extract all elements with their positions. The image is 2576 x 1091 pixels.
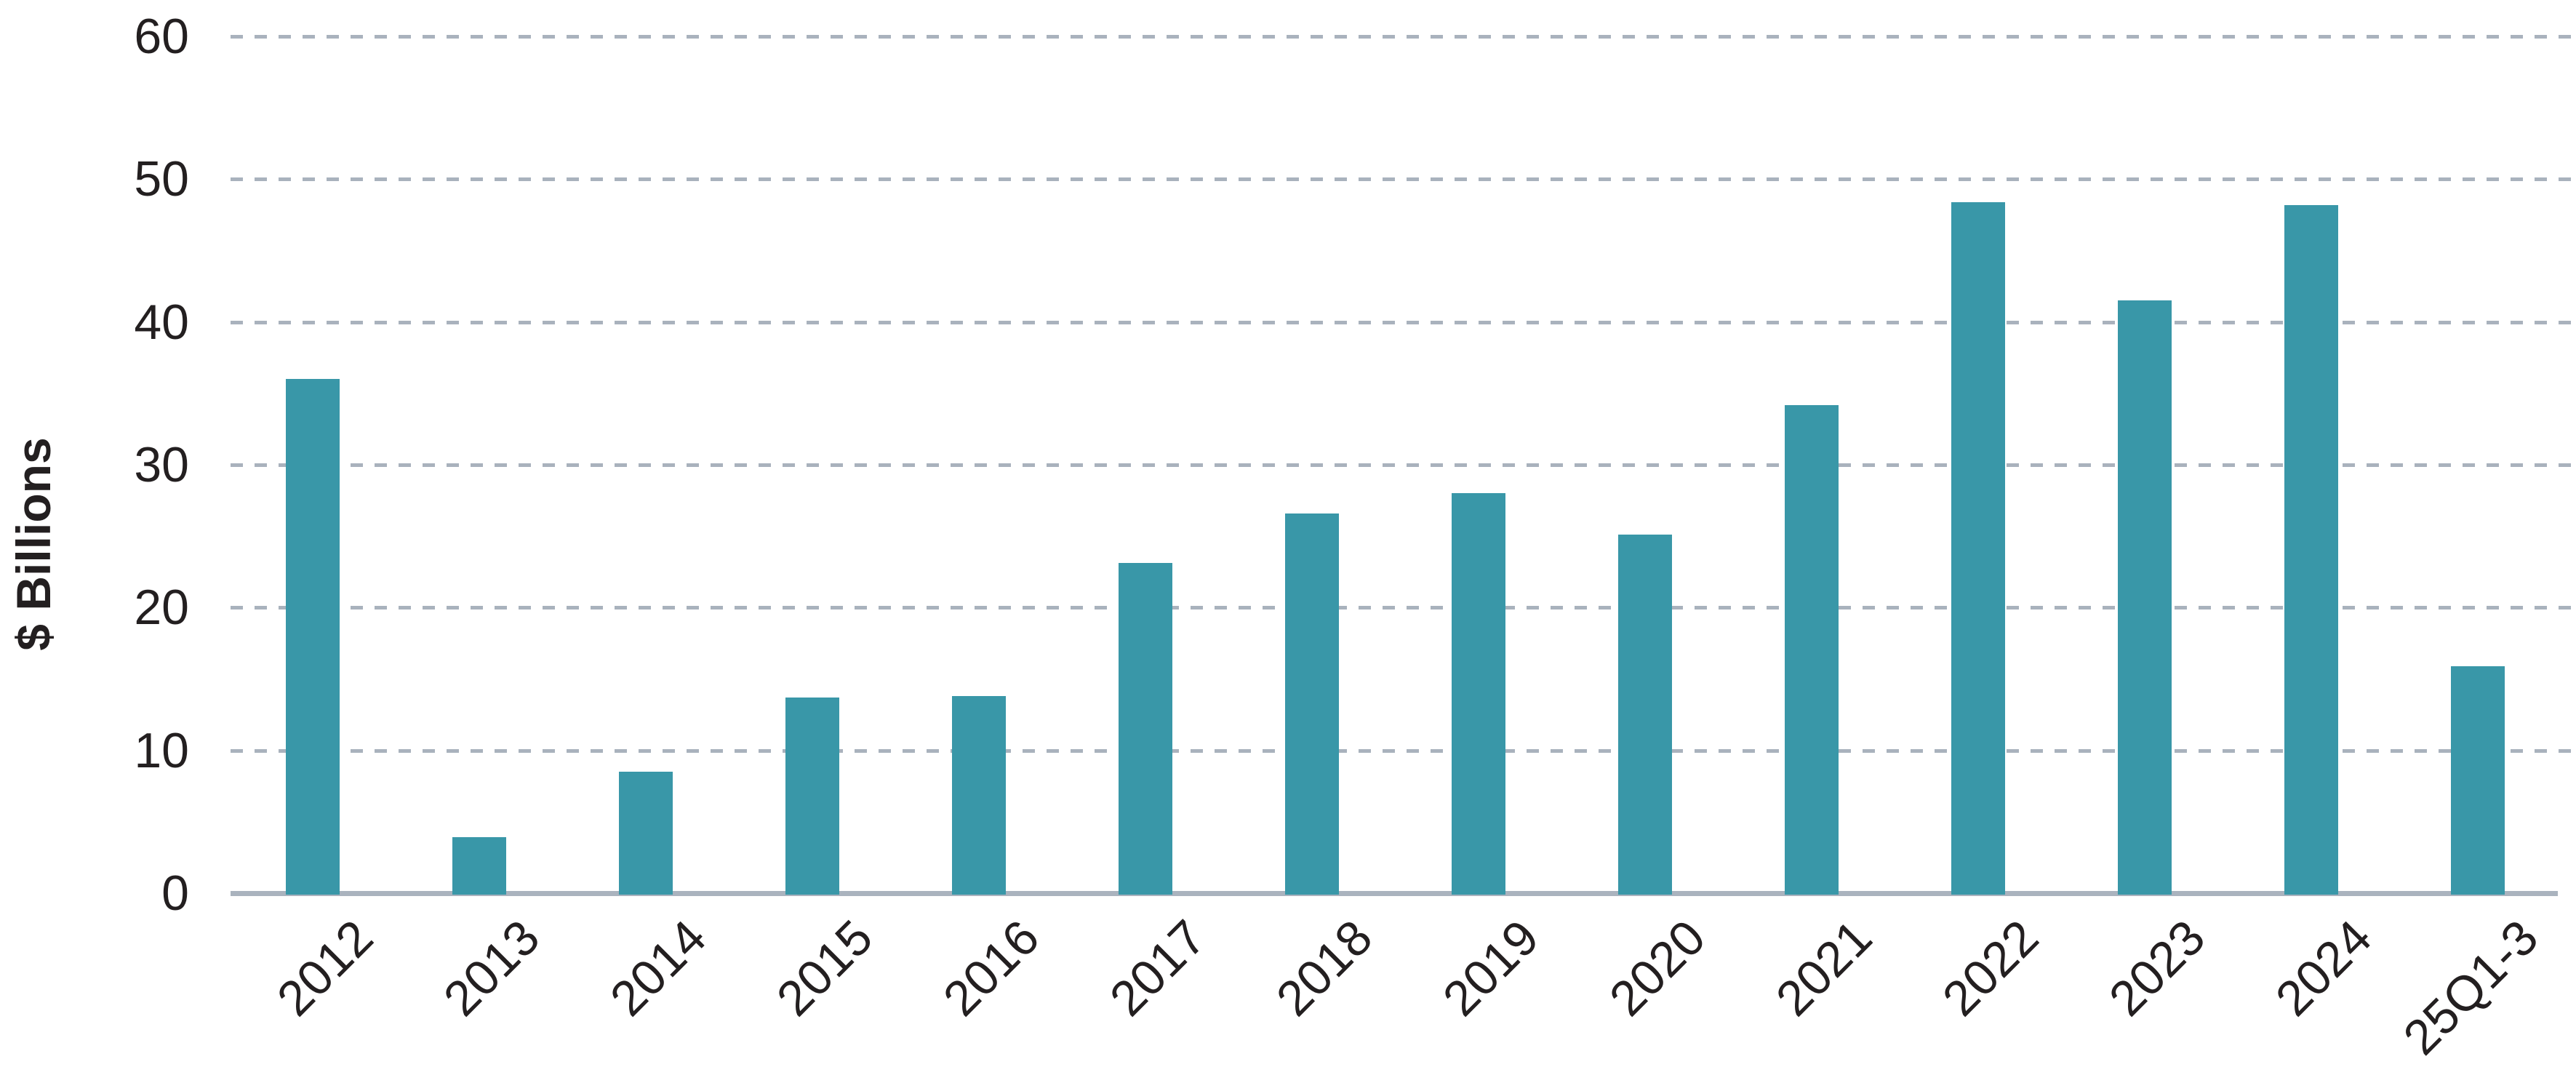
y-tick-label: 0 bbox=[161, 866, 189, 921]
bar-2013 bbox=[452, 837, 506, 895]
x-tick-label: 2012 bbox=[266, 909, 384, 1027]
bar-2012 bbox=[286, 379, 340, 895]
gridline bbox=[231, 748, 2576, 753]
gridline bbox=[231, 177, 2576, 182]
y-tick-label: 10 bbox=[134, 722, 189, 778]
bar-2020 bbox=[1618, 535, 1672, 895]
gridline bbox=[231, 35, 2576, 39]
gridline bbox=[231, 606, 2576, 610]
y-tick-label: 60 bbox=[134, 9, 189, 65]
bar-2017 bbox=[1119, 563, 1172, 895]
y-tick-label: 20 bbox=[134, 580, 189, 636]
x-axis-line bbox=[231, 891, 2558, 896]
bar-2015 bbox=[785, 698, 839, 895]
y-tick-label: 50 bbox=[134, 151, 189, 207]
bar-2019 bbox=[1452, 493, 1505, 895]
y-tick-label: 30 bbox=[134, 437, 189, 492]
y-tick-label: 40 bbox=[134, 294, 189, 350]
bar-2016 bbox=[952, 696, 1006, 895]
bar-2022 bbox=[1951, 201, 2005, 895]
bar-2021 bbox=[1785, 404, 1839, 895]
gridline bbox=[231, 320, 2576, 324]
bar-2024 bbox=[2284, 204, 2338, 895]
bar-2018 bbox=[1285, 513, 1339, 895]
bar-2023 bbox=[2118, 300, 2172, 895]
bar-2014 bbox=[619, 772, 673, 895]
bar-25Q1-3 bbox=[2451, 666, 2505, 895]
gridline bbox=[231, 463, 2576, 467]
